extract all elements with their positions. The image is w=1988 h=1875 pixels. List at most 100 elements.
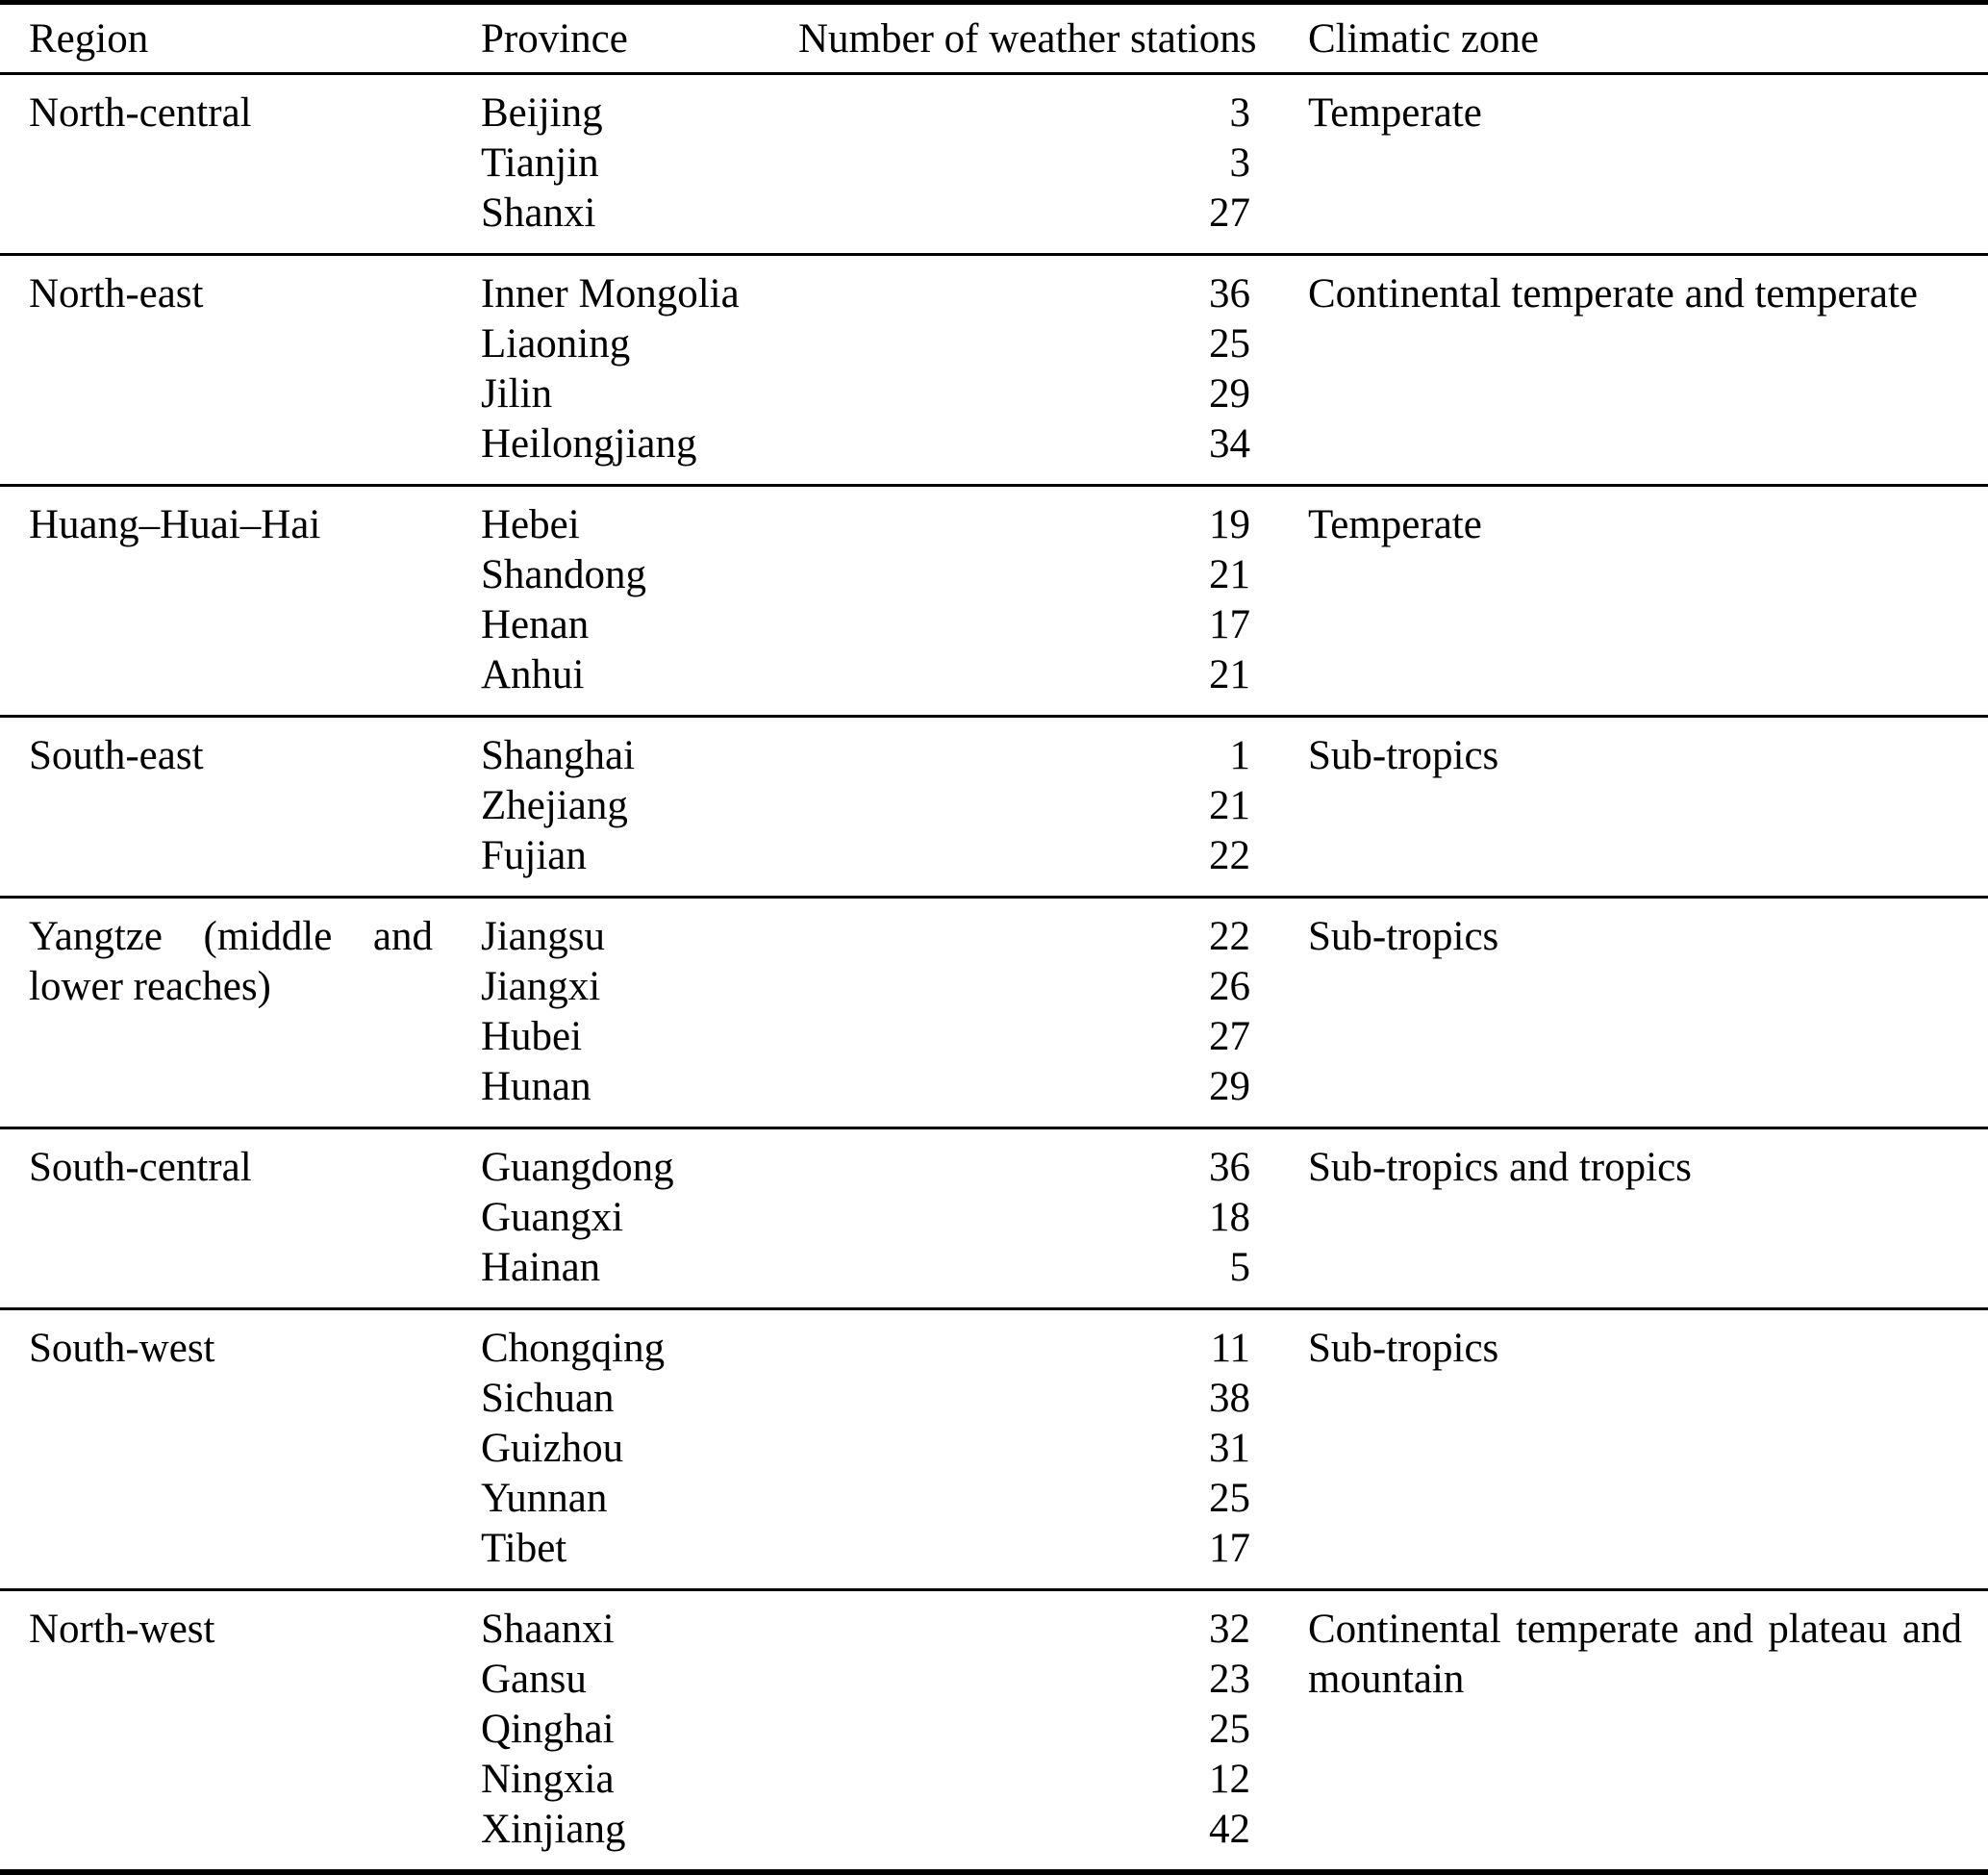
stations-count-cell: 36 bbox=[1209, 1145, 1250, 1190]
climatic-zone-cell: Continental temperate and temperate bbox=[1308, 271, 1918, 317]
stations-count-cell: 19 bbox=[1209, 502, 1250, 547]
table-row: Heilongjiang 34 bbox=[0, 419, 1988, 486]
column-header-province: Province bbox=[481, 15, 628, 62]
table-row: Jilin 29 bbox=[0, 369, 1988, 419]
header-row: Region Province Number of weather statio… bbox=[0, 3, 1988, 74]
province-cell: Guizhou bbox=[481, 1426, 624, 1471]
province-cell: Guangxi bbox=[481, 1195, 624, 1240]
province-cell: Shaanxi bbox=[481, 1607, 615, 1652]
province-cell: Shanxi bbox=[481, 190, 596, 236]
stations-count-cell: 27 bbox=[1209, 190, 1250, 236]
table-row: Hunan 29 bbox=[0, 1062, 1988, 1128]
table-row: Gansu 23 bbox=[0, 1655, 1988, 1705]
table-row: Zhejiang 21 bbox=[0, 781, 1988, 831]
province-cell: Jiangsu bbox=[481, 914, 605, 959]
stations-count-cell: 1 bbox=[1229, 733, 1251, 778]
table-row: Qinghai 25 bbox=[0, 1705, 1988, 1755]
region-cell: South-central bbox=[29, 1145, 252, 1190]
province-cell: Ningxia bbox=[481, 1757, 615, 1802]
climatic-zone-cell: Sub-tropics bbox=[1308, 1326, 1499, 1371]
section-huang-huai-hai: Huang–Huai–Hai Hebei 19 Temperate Shando… bbox=[0, 486, 1988, 717]
stations-count-cell: 42 bbox=[1209, 1807, 1250, 1852]
stations-count-cell: 25 bbox=[1209, 1476, 1250, 1521]
stations-count-cell: 5 bbox=[1229, 1245, 1251, 1290]
province-cell: Hainan bbox=[481, 1245, 601, 1290]
section-north-east: North-east Inner Mongolia 36 Continental… bbox=[0, 255, 1988, 486]
table-header: Region Province Number of weather statio… bbox=[0, 3, 1988, 74]
province-cell: Chongqing bbox=[481, 1326, 666, 1371]
province-cell: Hubei bbox=[481, 1014, 583, 1059]
climatic-zone-cell: Temperate bbox=[1308, 90, 1482, 136]
table-row: North-east Inner Mongolia 36 Continental… bbox=[0, 255, 1988, 320]
province-cell: Guangdong bbox=[481, 1145, 674, 1190]
table-row: Sichuan 38 bbox=[0, 1374, 1988, 1424]
table-row: North-west Shaanxi 32 Continental temper… bbox=[0, 1590, 1988, 1702]
table-row: Shandong 21 bbox=[0, 550, 1988, 600]
stations-count-cell: 12 bbox=[1209, 1757, 1250, 1802]
stations-count-cell: 17 bbox=[1209, 602, 1250, 647]
region-cell: North-east bbox=[29, 271, 204, 317]
province-cell: Henan bbox=[481, 602, 590, 647]
stations-count-cell: 26 bbox=[1209, 964, 1250, 1009]
stations-count-cell: 29 bbox=[1209, 1064, 1250, 1109]
province-cell: Hunan bbox=[481, 1064, 591, 1109]
table-row: Yangtze (middle and lower reaches) Jiang… bbox=[0, 898, 1988, 1009]
table-row: Huang–Huai–Hai Hebei 19 Temperate bbox=[0, 486, 1988, 551]
table-row: Guizhou 31 bbox=[0, 1424, 1988, 1474]
stations-count-cell: 18 bbox=[1209, 1195, 1250, 1240]
table-row: South-central Guangdong 36 Sub-tropics a… bbox=[0, 1128, 1988, 1194]
column-header-stations: Number of weather stations bbox=[798, 15, 1257, 62]
table-row: Fujian 22 bbox=[0, 831, 1988, 898]
province-cell: Beijing bbox=[481, 90, 603, 136]
table-row: Henan 17 bbox=[0, 600, 1988, 650]
province-cell: Gansu bbox=[481, 1657, 587, 1702]
stations-count-cell: 31 bbox=[1209, 1426, 1250, 1471]
province-cell: Heilongjiang bbox=[481, 421, 697, 467]
climatic-zone-cell: Temperate bbox=[1308, 502, 1482, 547]
stations-count-cell: 17 bbox=[1209, 1526, 1250, 1571]
column-header-region: Region bbox=[29, 15, 149, 62]
section-north-west: North-west Shaanxi 32 Continental temper… bbox=[0, 1590, 1988, 1873]
province-cell: Sichuan bbox=[481, 1376, 615, 1421]
table-row: North-central Beijing 3 Temperate bbox=[0, 74, 1988, 139]
province-cell: Xinjiang bbox=[481, 1807, 626, 1852]
table-row: Ningxia 12 bbox=[0, 1755, 1988, 1805]
province-cell: Jiangxi bbox=[481, 964, 601, 1009]
table-row: Hainan 5 bbox=[0, 1243, 1988, 1309]
column-header-climatic-zone: Climatic zone bbox=[1308, 15, 1540, 62]
province-cell: Shanghai bbox=[481, 733, 636, 778]
province-cell: Shandong bbox=[481, 552, 646, 597]
table-row: Hubei 27 bbox=[0, 1012, 1988, 1062]
province-cell: Tibet bbox=[481, 1526, 567, 1571]
region-cell: North-west bbox=[29, 1607, 215, 1652]
table-row: Anhui 21 bbox=[0, 650, 1988, 717]
stations-count-cell: 21 bbox=[1209, 783, 1250, 828]
stations-count-cell: 23 bbox=[1209, 1657, 1250, 1702]
province-cell: Zhejiang bbox=[481, 783, 628, 828]
section-south-east: South-east Shanghai 1 Sub-tropics Zhejia… bbox=[0, 717, 1988, 898]
table-row: Liaoning 25 bbox=[0, 319, 1988, 369]
table-row: Guangxi 18 bbox=[0, 1193, 1988, 1243]
stations-count-cell: 36 bbox=[1209, 271, 1250, 317]
section-south-central: South-central Guangdong 36 Sub-tropics a… bbox=[0, 1128, 1988, 1309]
table-row: Tibet 17 bbox=[0, 1524, 1988, 1590]
climatic-zone-cell: Continental temperate and plateau and mo… bbox=[1308, 1607, 1962, 1702]
stations-count-cell: 22 bbox=[1209, 833, 1250, 878]
table-row: Jiangxi 26 bbox=[0, 962, 1988, 1012]
region-cell: Huang–Huai–Hai bbox=[29, 502, 321, 547]
stations-count-cell: 3 bbox=[1229, 140, 1251, 186]
stations-count-cell: 22 bbox=[1209, 914, 1250, 959]
stations-count-cell: 27 bbox=[1209, 1014, 1250, 1059]
table-row: Yunnan 25 bbox=[0, 1474, 1988, 1524]
section-south-west: South-west Chongqing 11 Sub-tropics Sich… bbox=[0, 1309, 1988, 1590]
climatic-zone-cell: Sub-tropics and tropics bbox=[1308, 1145, 1692, 1190]
province-cell: Inner Mongolia bbox=[481, 271, 740, 317]
province-cell: Hebei bbox=[481, 502, 580, 547]
table-row: South-west Chongqing 11 Sub-tropics bbox=[0, 1309, 1988, 1375]
stations-count-cell: 29 bbox=[1209, 371, 1250, 417]
stations-count-cell: 11 bbox=[1210, 1326, 1250, 1371]
province-cell: Jilin bbox=[481, 371, 553, 417]
province-cell: Yunnan bbox=[481, 1476, 608, 1521]
stations-count-cell: 25 bbox=[1209, 1707, 1250, 1752]
